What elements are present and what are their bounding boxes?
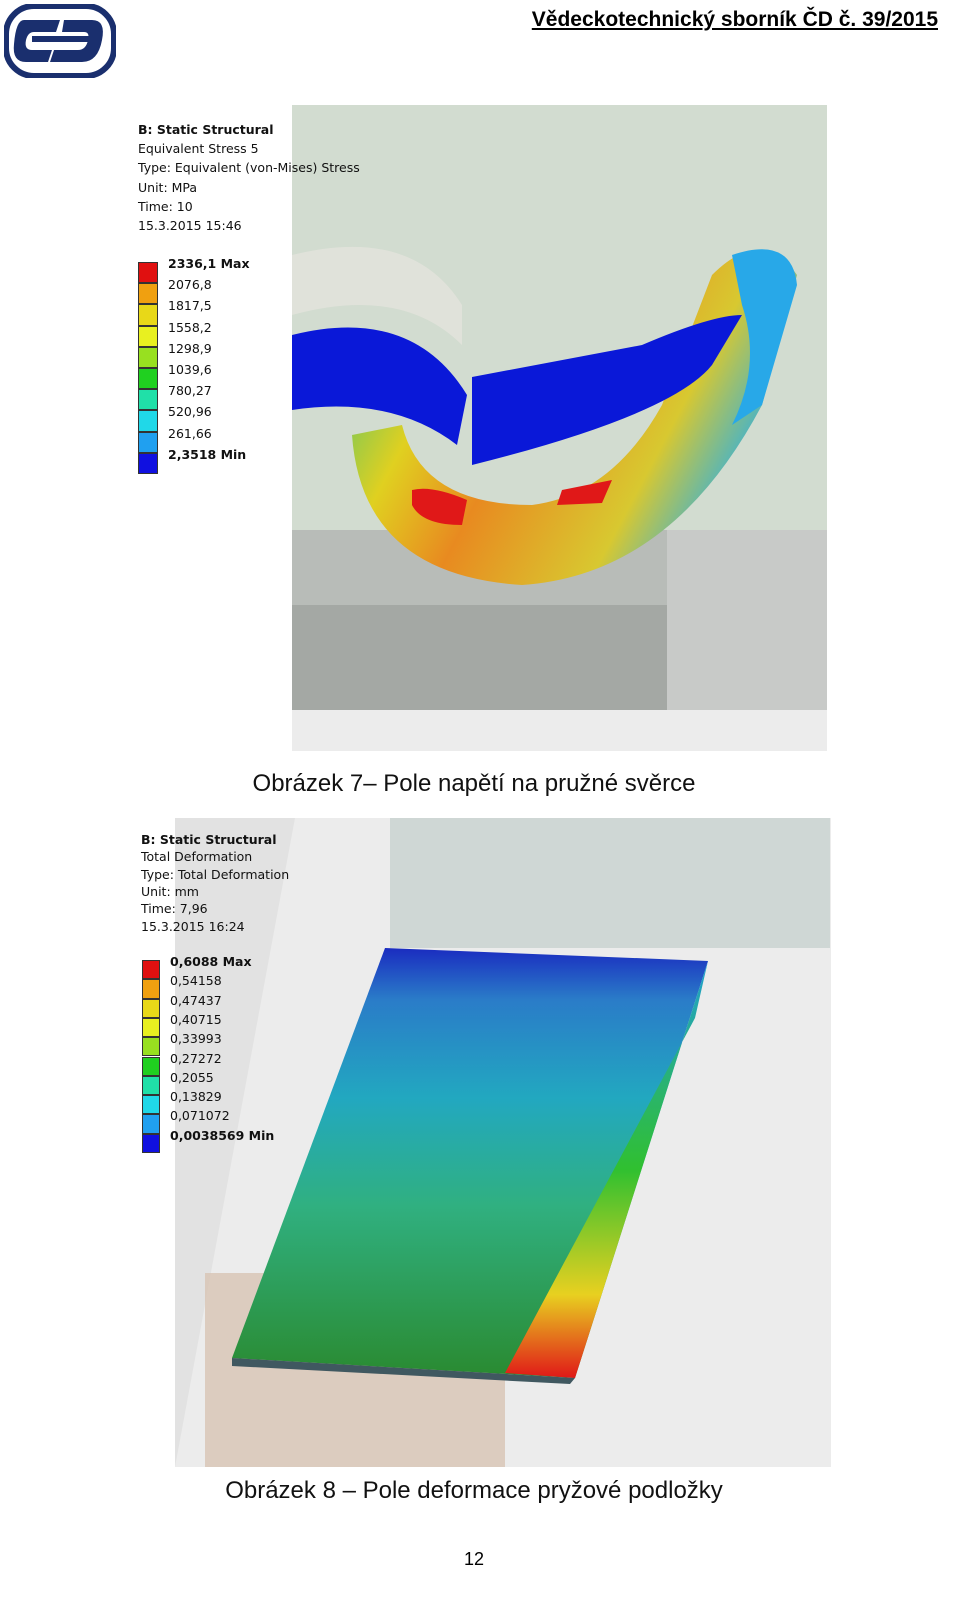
logo [4,4,116,78]
info-line: Total Deformation [141,849,253,865]
legend-swatch [142,960,160,980]
info-line: Time: 7,96 [141,901,208,917]
legend-label: 1039,6 [168,362,212,377]
legend-label: 0,071072 [170,1108,230,1124]
legend-swatch [138,283,158,305]
header-title: Vědeckotechnický sborník ČD č. 39/2015 [531,8,938,31]
legend-label: 2336,1 Max [168,256,250,271]
legend-swatch [138,346,158,368]
legend-label: 0,0038569 Min [170,1127,275,1143]
legend-label: 0,6088 Max [170,954,252,969]
legend-label: 0,54158 [170,973,222,989]
legend-label: 0,40715 [170,1011,222,1027]
legend-label: 261,66 [168,425,212,441]
legend-swatch [138,452,158,474]
info-line: Type: Equivalent (von-Mises) Stress [138,160,360,176]
page-number: 12 [463,1549,485,1569]
legend-swatch [142,979,160,999]
legend-label: 0,33993 [170,1031,222,1047]
legend-label: 2,3518 Min [168,446,247,462]
figure-image [175,818,831,1467]
legend-swatch [142,998,160,1018]
legend-swatch [142,1095,160,1115]
figure-caption: Obrázek 8 – Pole deformace pryžové podlo… [225,1477,723,1504]
legend-swatch [142,1037,160,1057]
info-line: 15.3.2015 15:46 [138,218,242,233]
legend-label: 0,13829 [170,1089,222,1105]
legend-label: 1558,2 [168,319,212,335]
legend-label: 1817,5 [168,298,212,314]
info-line: B: Static Structural [141,832,277,847]
legend-swatch [142,1017,160,1038]
legend-swatch [142,1075,160,1096]
legend-label: 520,96 [168,404,212,420]
legend-swatch [138,304,158,326]
legend-swatch [138,325,158,347]
info-line: Time: 10 [138,198,193,214]
figure-caption: Obrázek 7– Pole napětí na pružné svěrce [252,770,696,797]
legend-swatch [138,262,158,284]
info-line: Equivalent Stress 5 [138,141,259,157]
legend-swatch [142,1114,160,1134]
legend-label: 0,2055 [170,1069,214,1085]
legend-swatch [138,389,158,411]
legend-label: 1298,9 [168,340,212,356]
info-line: 15.3.2015 16:24 [141,918,245,934]
figure-image [292,105,827,751]
legend-label: 780,27 [168,383,212,399]
legend-label: 0,47437 [170,992,222,1008]
info-line: Type: Total Deformation [141,866,290,882]
legend-label: 0,27272 [170,1050,222,1066]
legend-swatch [138,431,158,453]
legend-swatch [142,1133,160,1153]
legend-swatch [138,368,158,390]
info-line: Unit: mm [141,883,199,899]
legend-swatch [138,410,158,432]
info-line: Unit: MPa [138,179,198,195]
legend-swatch [142,1056,160,1076]
legend-label: 2076,8 [168,277,212,293]
info-line: B: Static Structural [138,122,274,137]
